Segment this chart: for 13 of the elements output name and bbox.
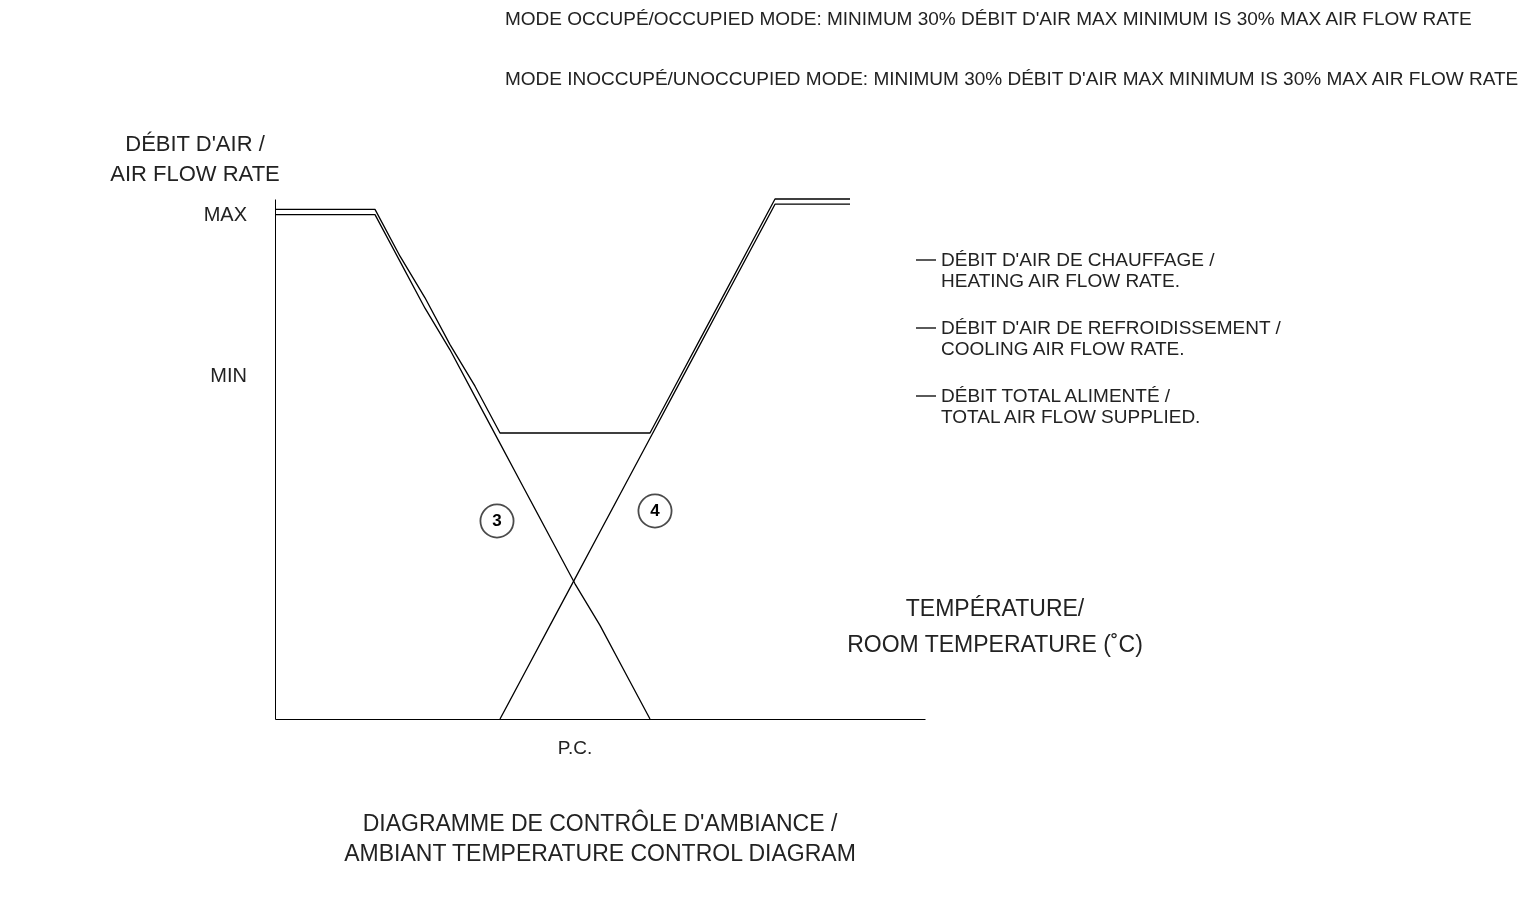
text: DIAGRAMME DE CONTRÔLE D'AMBIANCE / AMBIANT TEMPERATURE CONTROL DIAGRAM [344,809,856,866]
text: MIN [210,364,247,386]
annotation: 4 [650,501,661,520]
x-axis-title: TEMPÉRATURE/ ROOM TEMPERATURE (˚C) [847,595,1143,657]
text: MODE OCCUPÉ/OCCUPIED MODE: MINIMUM 30% DÉBIT D'AIR MAX MINIMUM IS 30% MAX AIR FLOW RATE [505,8,1472,29]
legend-label: DÉBIT D'AIR DE REFROIDISSEMENT / COOLING AIR FLOW RATE. [941,317,1282,359]
text: MODE INOCCUPÉ/UNOCCUPIED MODE: MINIMUM 30% DÉBIT D'AIR MAX MINIMUM IS 30% MAX AIR FLOW RATE [505,68,1519,89]
legend-label: DÉBIT TOTAL ALIMENTÉ / TOTAL AIR FLOW SUPPLIED. [941,385,1201,427]
y-axis-title: DÉBIT D'AIR / AIR FLOW RATE [110,131,280,186]
text: MAX [203,203,247,225]
annotation: 3 [492,511,502,530]
text: P.C. [557,737,593,758]
legend-label: DÉBIT D'AIR DE CHAUFFAGE / HEATING AIR FLOW RATE. [941,249,1216,291]
